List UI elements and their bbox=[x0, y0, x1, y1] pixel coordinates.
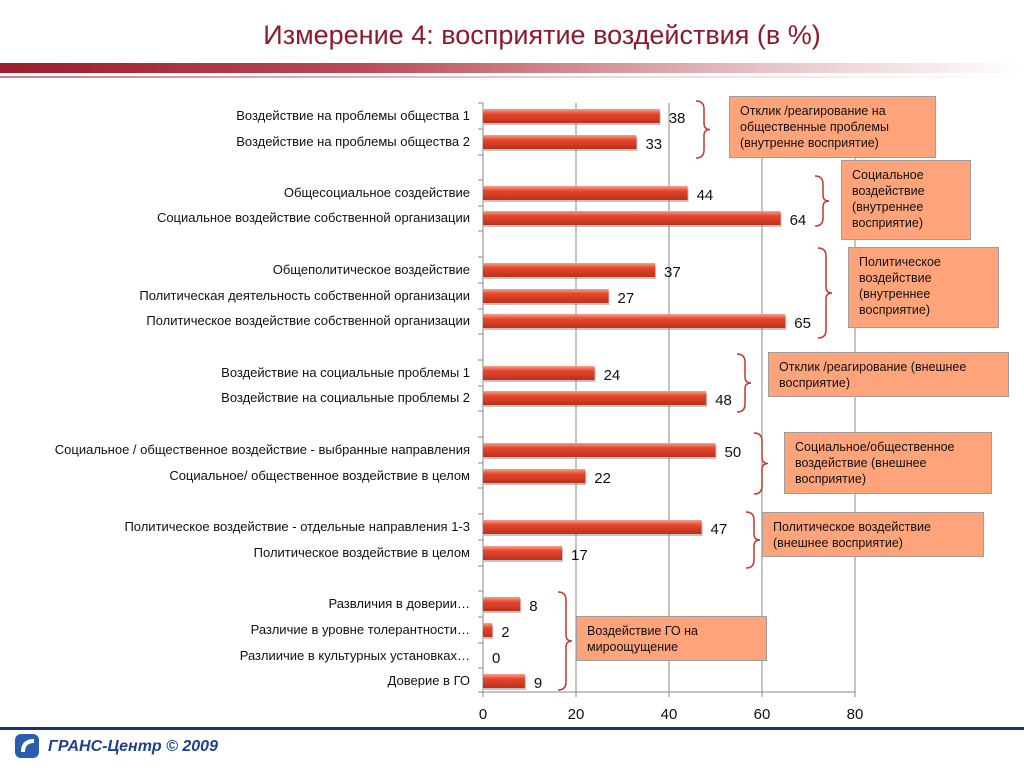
category-label: Воздействие на проблемы общества 2 bbox=[236, 134, 470, 149]
group-brace bbox=[736, 353, 752, 413]
bar bbox=[483, 186, 688, 200]
footer-credit: ГРАНС-Центр © 2009 bbox=[48, 738, 218, 755]
category-label: Политическая деятельность собственной ор… bbox=[139, 288, 470, 303]
data-label: 65 bbox=[794, 315, 811, 332]
bar bbox=[483, 211, 781, 225]
category-label: Социальное / общественное воздействие - … bbox=[55, 442, 470, 457]
page-title: Измерение 4: восприятие воздействия (в %… bbox=[263, 20, 821, 50]
data-label: 47 bbox=[711, 521, 728, 538]
bar bbox=[483, 623, 493, 637]
group-callout: Воздействие ГО на мироощущение bbox=[576, 616, 767, 661]
category-label: Политическое воздействие собственной орг… bbox=[146, 313, 470, 328]
bar bbox=[483, 597, 521, 611]
data-label: 44 bbox=[697, 187, 714, 204]
category-label: Социальное/ общественное воздействие в ц… bbox=[169, 468, 470, 483]
data-label: 8 bbox=[529, 598, 537, 615]
category-label: Воздействие на проблемы общества 1 bbox=[236, 108, 470, 123]
x-tick-label: 60 bbox=[754, 706, 771, 723]
category-label: Политическое воздействие в целом bbox=[254, 545, 470, 560]
data-label: 9 bbox=[534, 675, 542, 692]
group-callout: Социальное/общественное воздействие (вне… bbox=[784, 432, 992, 494]
category-label: Социальное воздействие собственной орган… bbox=[157, 210, 470, 225]
bar bbox=[483, 135, 637, 149]
title-underline-thin bbox=[0, 76, 1024, 78]
data-label: 17 bbox=[571, 547, 588, 564]
bar bbox=[483, 546, 563, 560]
category-label: Доверие в ГО bbox=[388, 673, 470, 688]
bar bbox=[483, 391, 707, 405]
group-callout: Политическое воздействие (внешнее воспри… bbox=[762, 512, 984, 557]
bar bbox=[483, 314, 786, 328]
bar bbox=[483, 520, 702, 534]
category-label: Воздействие на социальные проблемы 2 bbox=[221, 390, 470, 405]
x-tick-label: 20 bbox=[568, 706, 585, 723]
category-label: Общеполитическое воздействие bbox=[273, 262, 470, 277]
x-tick-label: 80 bbox=[847, 706, 864, 723]
category-label: Развличия в доверии… bbox=[328, 596, 470, 611]
data-label: 24 bbox=[604, 367, 621, 384]
data-label: 33 bbox=[645, 136, 662, 153]
category-label: Общесоциальное создействие bbox=[284, 185, 470, 200]
group-brace bbox=[745, 511, 761, 569]
bar bbox=[483, 109, 660, 123]
group-brace bbox=[753, 432, 769, 495]
data-label: 2 bbox=[501, 624, 509, 641]
data-label: 64 bbox=[790, 212, 807, 229]
data-label: 27 bbox=[618, 290, 635, 307]
category-label: Разлиичие в культурных установках… bbox=[240, 648, 470, 663]
data-label: 0 bbox=[492, 650, 500, 667]
group-callout: Отклик /реагирование (внешнее восприятие… bbox=[768, 352, 1009, 397]
group-brace bbox=[814, 175, 830, 227]
data-label: 37 bbox=[664, 264, 681, 281]
footer-divider bbox=[0, 727, 1024, 730]
group-callout: Социальное воздействие (внутреннее воспр… bbox=[841, 160, 971, 240]
data-label: 50 bbox=[725, 444, 742, 461]
title-underline bbox=[0, 63, 1024, 73]
bar bbox=[483, 469, 586, 483]
data-label: 22 bbox=[594, 470, 611, 487]
bar bbox=[483, 674, 525, 688]
category-label: Различие в уровне толерантности… bbox=[251, 622, 470, 637]
bar bbox=[483, 263, 656, 277]
x-tick-label: 0 bbox=[479, 706, 487, 723]
category-label: Политическое воздействие - отдельные нап… bbox=[124, 519, 470, 534]
category-label: Воздействие на социальные проблемы 1 bbox=[221, 365, 470, 380]
x-tick-label: 40 bbox=[661, 706, 678, 723]
bar bbox=[483, 366, 595, 380]
grans-logo-icon bbox=[15, 734, 39, 758]
group-callout: Отклик /реагирование на общественные про… bbox=[729, 96, 936, 158]
group-callout: Политическое воздействие (внутреннее вос… bbox=[848, 247, 999, 328]
data-label: 38 bbox=[669, 110, 686, 127]
bar bbox=[483, 443, 716, 457]
bar bbox=[483, 289, 609, 303]
group-brace bbox=[557, 591, 573, 691]
group-brace bbox=[817, 247, 833, 339]
group-brace bbox=[695, 100, 711, 159]
data-label: 48 bbox=[715, 392, 732, 409]
